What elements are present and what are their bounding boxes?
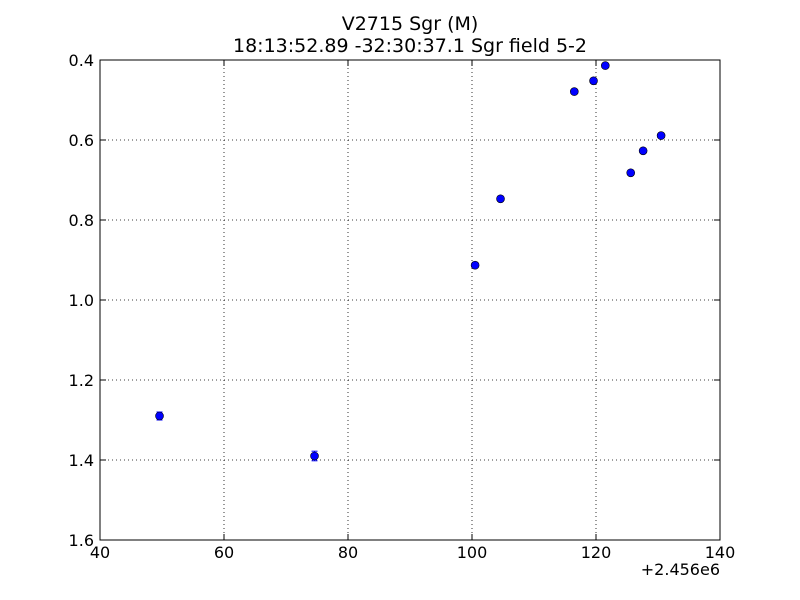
x-tick-label: 100 [457,543,488,562]
y-tick-label: 0.6 [69,131,94,150]
data-point [569,87,579,96]
data-point [496,194,505,204]
point-marker [638,146,648,156]
point-marker [656,131,666,140]
x-tick-label: 80 [338,543,358,562]
chart-title: V2715 Sgr (M) [342,13,479,35]
y-tick-label: 1.2 [69,371,94,390]
axis-ticks [99,59,721,541]
x-axis-offset-label: +2.456e6 [641,560,720,579]
data-point [656,131,666,140]
point-marker [589,76,598,86]
data-point [310,450,319,462]
point-marker [496,194,505,204]
data-point [626,168,636,178]
point-marker [626,168,636,178]
x-tick-label: 120 [581,543,612,562]
y-tick-label: 0.4 [69,51,94,70]
y-tick-label: 1.4 [69,451,94,470]
y-tick-label: 0.8 [69,211,94,230]
data-point [638,146,648,156]
point-marker [310,451,319,461]
point-marker [569,87,579,96]
point-marker [155,411,164,421]
point-marker [470,260,480,270]
plot-area-frame [99,59,721,541]
data-point [155,411,164,421]
point-marker [600,61,610,70]
chart-subtitle: 18:13:52.89 -32:30:37.1 Sgr field 5-2 [233,35,587,57]
x-tick-label: 40 [90,543,110,562]
y-tick-label: 1.6 [69,531,94,550]
data-points [155,61,666,462]
grid-lines [99,59,721,541]
x-tick-label: 60 [214,543,234,562]
data-point [589,76,598,86]
x-tick-label: 140 [705,543,736,562]
y-tick-label: 1.0 [69,291,94,310]
data-point [600,61,610,70]
data-point [470,260,480,270]
tick-labels: 40 60 80 100 120 140 0.4 0.6 0.8 1.0 1.2 1.4 1.6 [69,51,736,562]
